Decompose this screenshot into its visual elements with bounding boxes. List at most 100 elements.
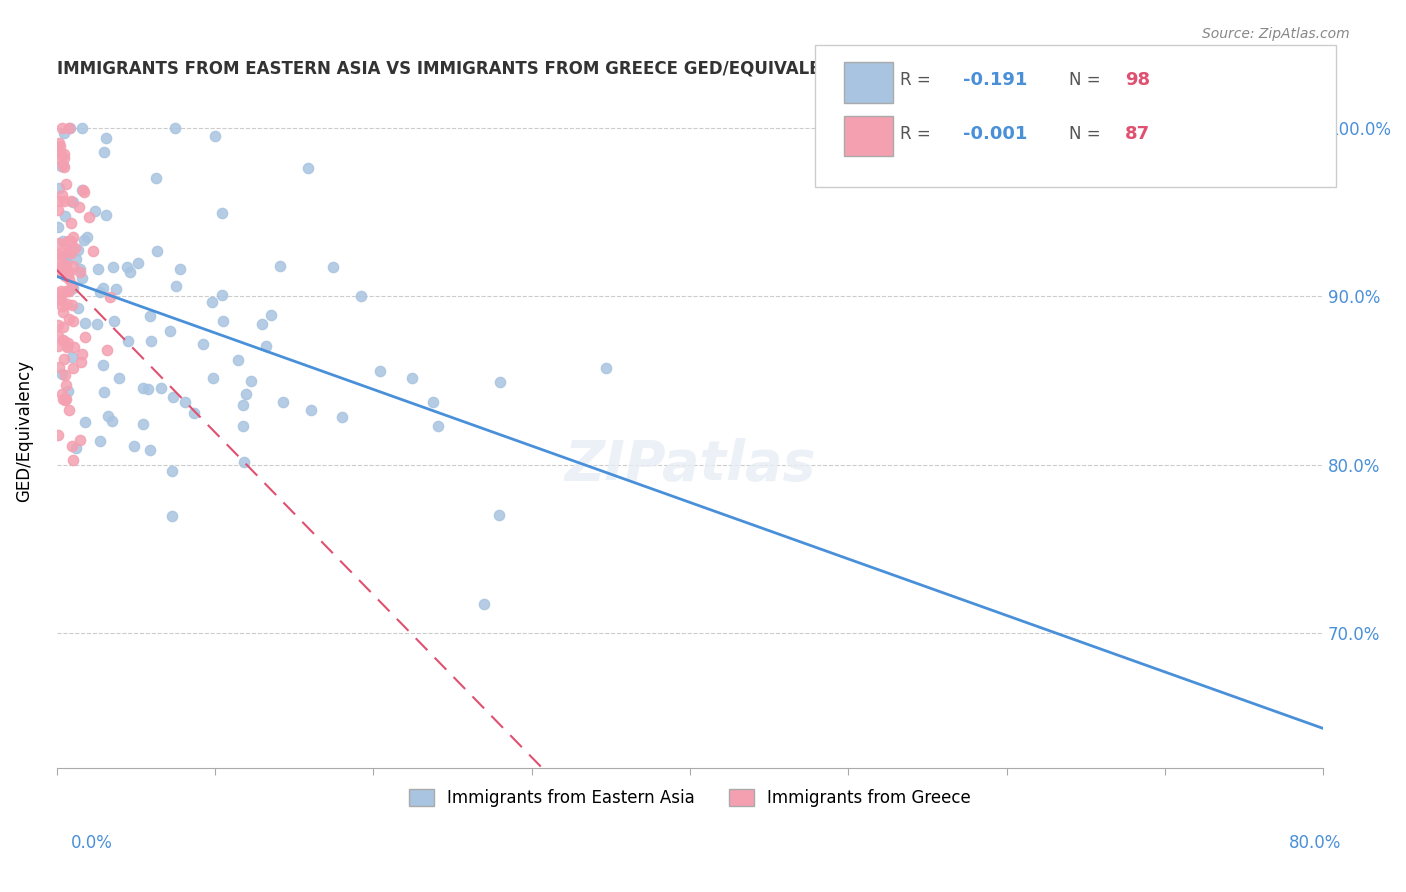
Point bbox=[52, 392, 75, 406]
Point bbox=[55, 368, 77, 382]
Point bbox=[117, 334, 139, 348]
Point bbox=[51, 249, 73, 263]
Point bbox=[165, 121, 187, 136]
Point bbox=[59, 245, 82, 260]
Point bbox=[52, 334, 75, 348]
Point bbox=[52, 194, 75, 209]
Text: 80.0%: 80.0% bbox=[1288, 834, 1341, 852]
Point bbox=[53, 209, 76, 223]
Point bbox=[53, 126, 76, 140]
Point bbox=[235, 387, 257, 401]
Point bbox=[595, 360, 617, 375]
Point bbox=[46, 318, 69, 332]
Point bbox=[211, 206, 233, 220]
Point bbox=[169, 262, 191, 277]
Point bbox=[299, 402, 322, 417]
Point bbox=[52, 151, 75, 165]
Point bbox=[60, 278, 83, 293]
Point bbox=[58, 265, 80, 279]
Point bbox=[51, 121, 73, 136]
Point bbox=[79, 211, 101, 225]
Point bbox=[60, 439, 83, 453]
Point bbox=[93, 385, 115, 400]
Point bbox=[73, 316, 96, 330]
Point bbox=[91, 358, 114, 372]
Point bbox=[139, 334, 162, 349]
Point bbox=[62, 194, 84, 209]
Point bbox=[330, 410, 353, 425]
Point bbox=[49, 145, 72, 160]
Point bbox=[117, 260, 139, 274]
Point bbox=[233, 455, 256, 469]
Point bbox=[51, 299, 73, 313]
Point bbox=[232, 419, 254, 434]
Point bbox=[72, 121, 94, 136]
Point bbox=[108, 371, 131, 385]
Point bbox=[96, 131, 118, 145]
Point bbox=[60, 350, 83, 364]
Point bbox=[96, 343, 118, 358]
Point bbox=[120, 264, 142, 278]
Point bbox=[62, 453, 84, 467]
Point bbox=[60, 234, 83, 248]
Point bbox=[269, 259, 291, 273]
Point bbox=[166, 279, 188, 293]
Point bbox=[48, 194, 70, 208]
Point bbox=[55, 177, 77, 191]
Point bbox=[69, 265, 91, 279]
Point bbox=[426, 419, 449, 434]
Point bbox=[52, 305, 75, 319]
Point bbox=[46, 339, 69, 353]
Point bbox=[69, 354, 91, 368]
Point bbox=[51, 386, 73, 401]
Point bbox=[70, 347, 93, 361]
Point bbox=[73, 415, 96, 429]
Point bbox=[132, 381, 155, 395]
Text: -0.191: -0.191 bbox=[963, 71, 1028, 89]
Point bbox=[204, 129, 226, 144]
Point bbox=[122, 439, 145, 453]
Point bbox=[45, 143, 67, 157]
Point bbox=[191, 336, 214, 351]
Point bbox=[86, 318, 108, 332]
Point bbox=[149, 381, 172, 395]
Point bbox=[183, 407, 205, 421]
Point bbox=[51, 246, 73, 260]
Point bbox=[73, 330, 96, 344]
Point bbox=[62, 281, 84, 295]
Point bbox=[52, 160, 75, 174]
Point bbox=[73, 233, 96, 247]
Point bbox=[58, 284, 80, 298]
Point bbox=[127, 255, 149, 269]
Point bbox=[52, 319, 75, 334]
Point bbox=[98, 290, 121, 304]
Point bbox=[70, 270, 93, 285]
Point bbox=[52, 146, 75, 161]
Point bbox=[49, 152, 72, 166]
Point bbox=[52, 351, 75, 366]
Point bbox=[51, 188, 73, 202]
Point bbox=[89, 434, 111, 448]
Point bbox=[58, 384, 80, 398]
Point bbox=[52, 234, 75, 248]
Text: R =: R = bbox=[900, 71, 936, 89]
Point bbox=[46, 203, 69, 218]
Point bbox=[162, 508, 184, 523]
Point bbox=[46, 220, 69, 235]
Text: 87: 87 bbox=[1125, 125, 1150, 143]
Text: -0.001: -0.001 bbox=[963, 125, 1028, 143]
Text: R =: R = bbox=[900, 125, 936, 143]
Point bbox=[401, 371, 423, 385]
Point bbox=[489, 375, 512, 389]
Point bbox=[201, 371, 224, 385]
Point bbox=[232, 398, 254, 412]
Point bbox=[250, 317, 273, 331]
Point bbox=[91, 280, 114, 294]
Point bbox=[105, 282, 128, 296]
Point bbox=[145, 170, 167, 185]
Point bbox=[53, 237, 76, 252]
Point bbox=[48, 235, 70, 250]
Text: N =: N = bbox=[1069, 125, 1105, 143]
Point bbox=[58, 244, 80, 259]
Point bbox=[55, 252, 77, 267]
